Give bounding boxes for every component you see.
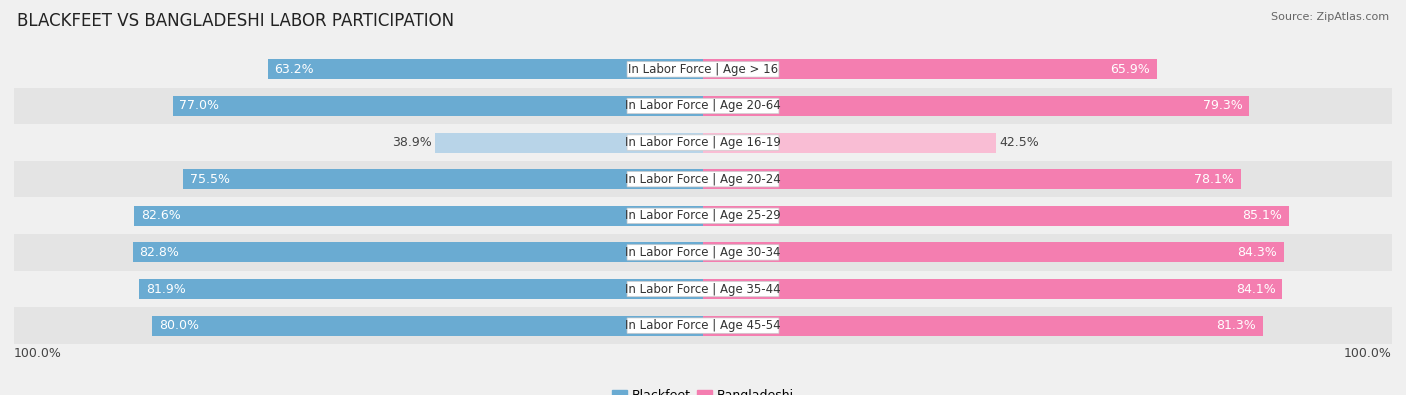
- Bar: [14, 198, 1392, 234]
- FancyBboxPatch shape: [627, 171, 779, 187]
- Text: In Labor Force | Age 16-19: In Labor Force | Age 16-19: [626, 136, 780, 149]
- Text: 100.0%: 100.0%: [14, 347, 62, 360]
- Bar: [703, 96, 1250, 116]
- Bar: [173, 96, 703, 116]
- Bar: [14, 161, 1392, 198]
- Bar: [14, 51, 1392, 88]
- Text: 81.9%: 81.9%: [146, 282, 186, 295]
- Bar: [703, 132, 995, 152]
- Text: In Labor Force | Age 20-24: In Labor Force | Age 20-24: [626, 173, 780, 186]
- Text: 42.5%: 42.5%: [1000, 136, 1039, 149]
- Text: 100.0%: 100.0%: [1344, 347, 1392, 360]
- FancyBboxPatch shape: [627, 135, 779, 150]
- Text: 84.1%: 84.1%: [1236, 282, 1275, 295]
- FancyBboxPatch shape: [627, 208, 779, 224]
- Text: 65.9%: 65.9%: [1111, 63, 1150, 76]
- Text: 79.3%: 79.3%: [1202, 100, 1243, 113]
- Text: In Labor Force | Age > 16: In Labor Force | Age > 16: [628, 63, 778, 76]
- Text: 80.0%: 80.0%: [159, 319, 198, 332]
- Text: 82.8%: 82.8%: [139, 246, 180, 259]
- Bar: [14, 271, 1392, 307]
- Text: In Labor Force | Age 45-54: In Labor Force | Age 45-54: [626, 319, 780, 332]
- Bar: [152, 316, 703, 336]
- Bar: [132, 243, 703, 263]
- Text: 84.3%: 84.3%: [1237, 246, 1277, 259]
- Bar: [14, 234, 1392, 271]
- Bar: [703, 169, 1241, 189]
- Text: BLACKFEET VS BANGLADESHI LABOR PARTICIPATION: BLACKFEET VS BANGLADESHI LABOR PARTICIPA…: [17, 12, 454, 30]
- Text: 82.6%: 82.6%: [141, 209, 180, 222]
- FancyBboxPatch shape: [627, 62, 779, 77]
- FancyBboxPatch shape: [627, 318, 779, 333]
- Text: 75.5%: 75.5%: [190, 173, 229, 186]
- Bar: [134, 206, 703, 226]
- Text: 38.9%: 38.9%: [392, 136, 432, 149]
- Text: 85.1%: 85.1%: [1243, 209, 1282, 222]
- Bar: [139, 279, 703, 299]
- Bar: [14, 307, 1392, 344]
- Bar: [703, 243, 1284, 263]
- Text: In Labor Force | Age 25-29: In Labor Force | Age 25-29: [626, 209, 780, 222]
- Text: 81.3%: 81.3%: [1216, 319, 1256, 332]
- FancyBboxPatch shape: [627, 98, 779, 114]
- Legend: Blackfeet, Bangladeshi: Blackfeet, Bangladeshi: [607, 384, 799, 395]
- Bar: [434, 132, 703, 152]
- Bar: [703, 206, 1289, 226]
- Bar: [14, 124, 1392, 161]
- Text: 63.2%: 63.2%: [274, 63, 314, 76]
- Bar: [703, 59, 1157, 79]
- Text: 77.0%: 77.0%: [180, 100, 219, 113]
- Text: In Labor Force | Age 20-64: In Labor Force | Age 20-64: [626, 100, 780, 113]
- Bar: [14, 88, 1392, 124]
- Bar: [703, 316, 1263, 336]
- Text: 78.1%: 78.1%: [1194, 173, 1234, 186]
- Bar: [183, 169, 703, 189]
- Bar: [703, 279, 1282, 299]
- Bar: [267, 59, 703, 79]
- Text: Source: ZipAtlas.com: Source: ZipAtlas.com: [1271, 12, 1389, 22]
- Text: In Labor Force | Age 35-44: In Labor Force | Age 35-44: [626, 282, 780, 295]
- FancyBboxPatch shape: [627, 245, 779, 260]
- Text: In Labor Force | Age 30-34: In Labor Force | Age 30-34: [626, 246, 780, 259]
- FancyBboxPatch shape: [627, 281, 779, 297]
